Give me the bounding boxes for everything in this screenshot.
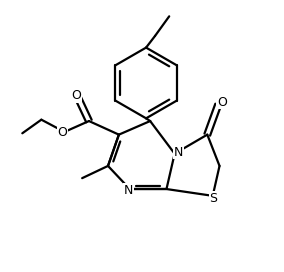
Text: O: O <box>217 95 227 109</box>
Text: S: S <box>209 191 217 205</box>
Text: O: O <box>71 89 81 102</box>
Text: O: O <box>58 126 68 139</box>
Text: N: N <box>174 146 183 159</box>
Text: N: N <box>124 184 133 197</box>
